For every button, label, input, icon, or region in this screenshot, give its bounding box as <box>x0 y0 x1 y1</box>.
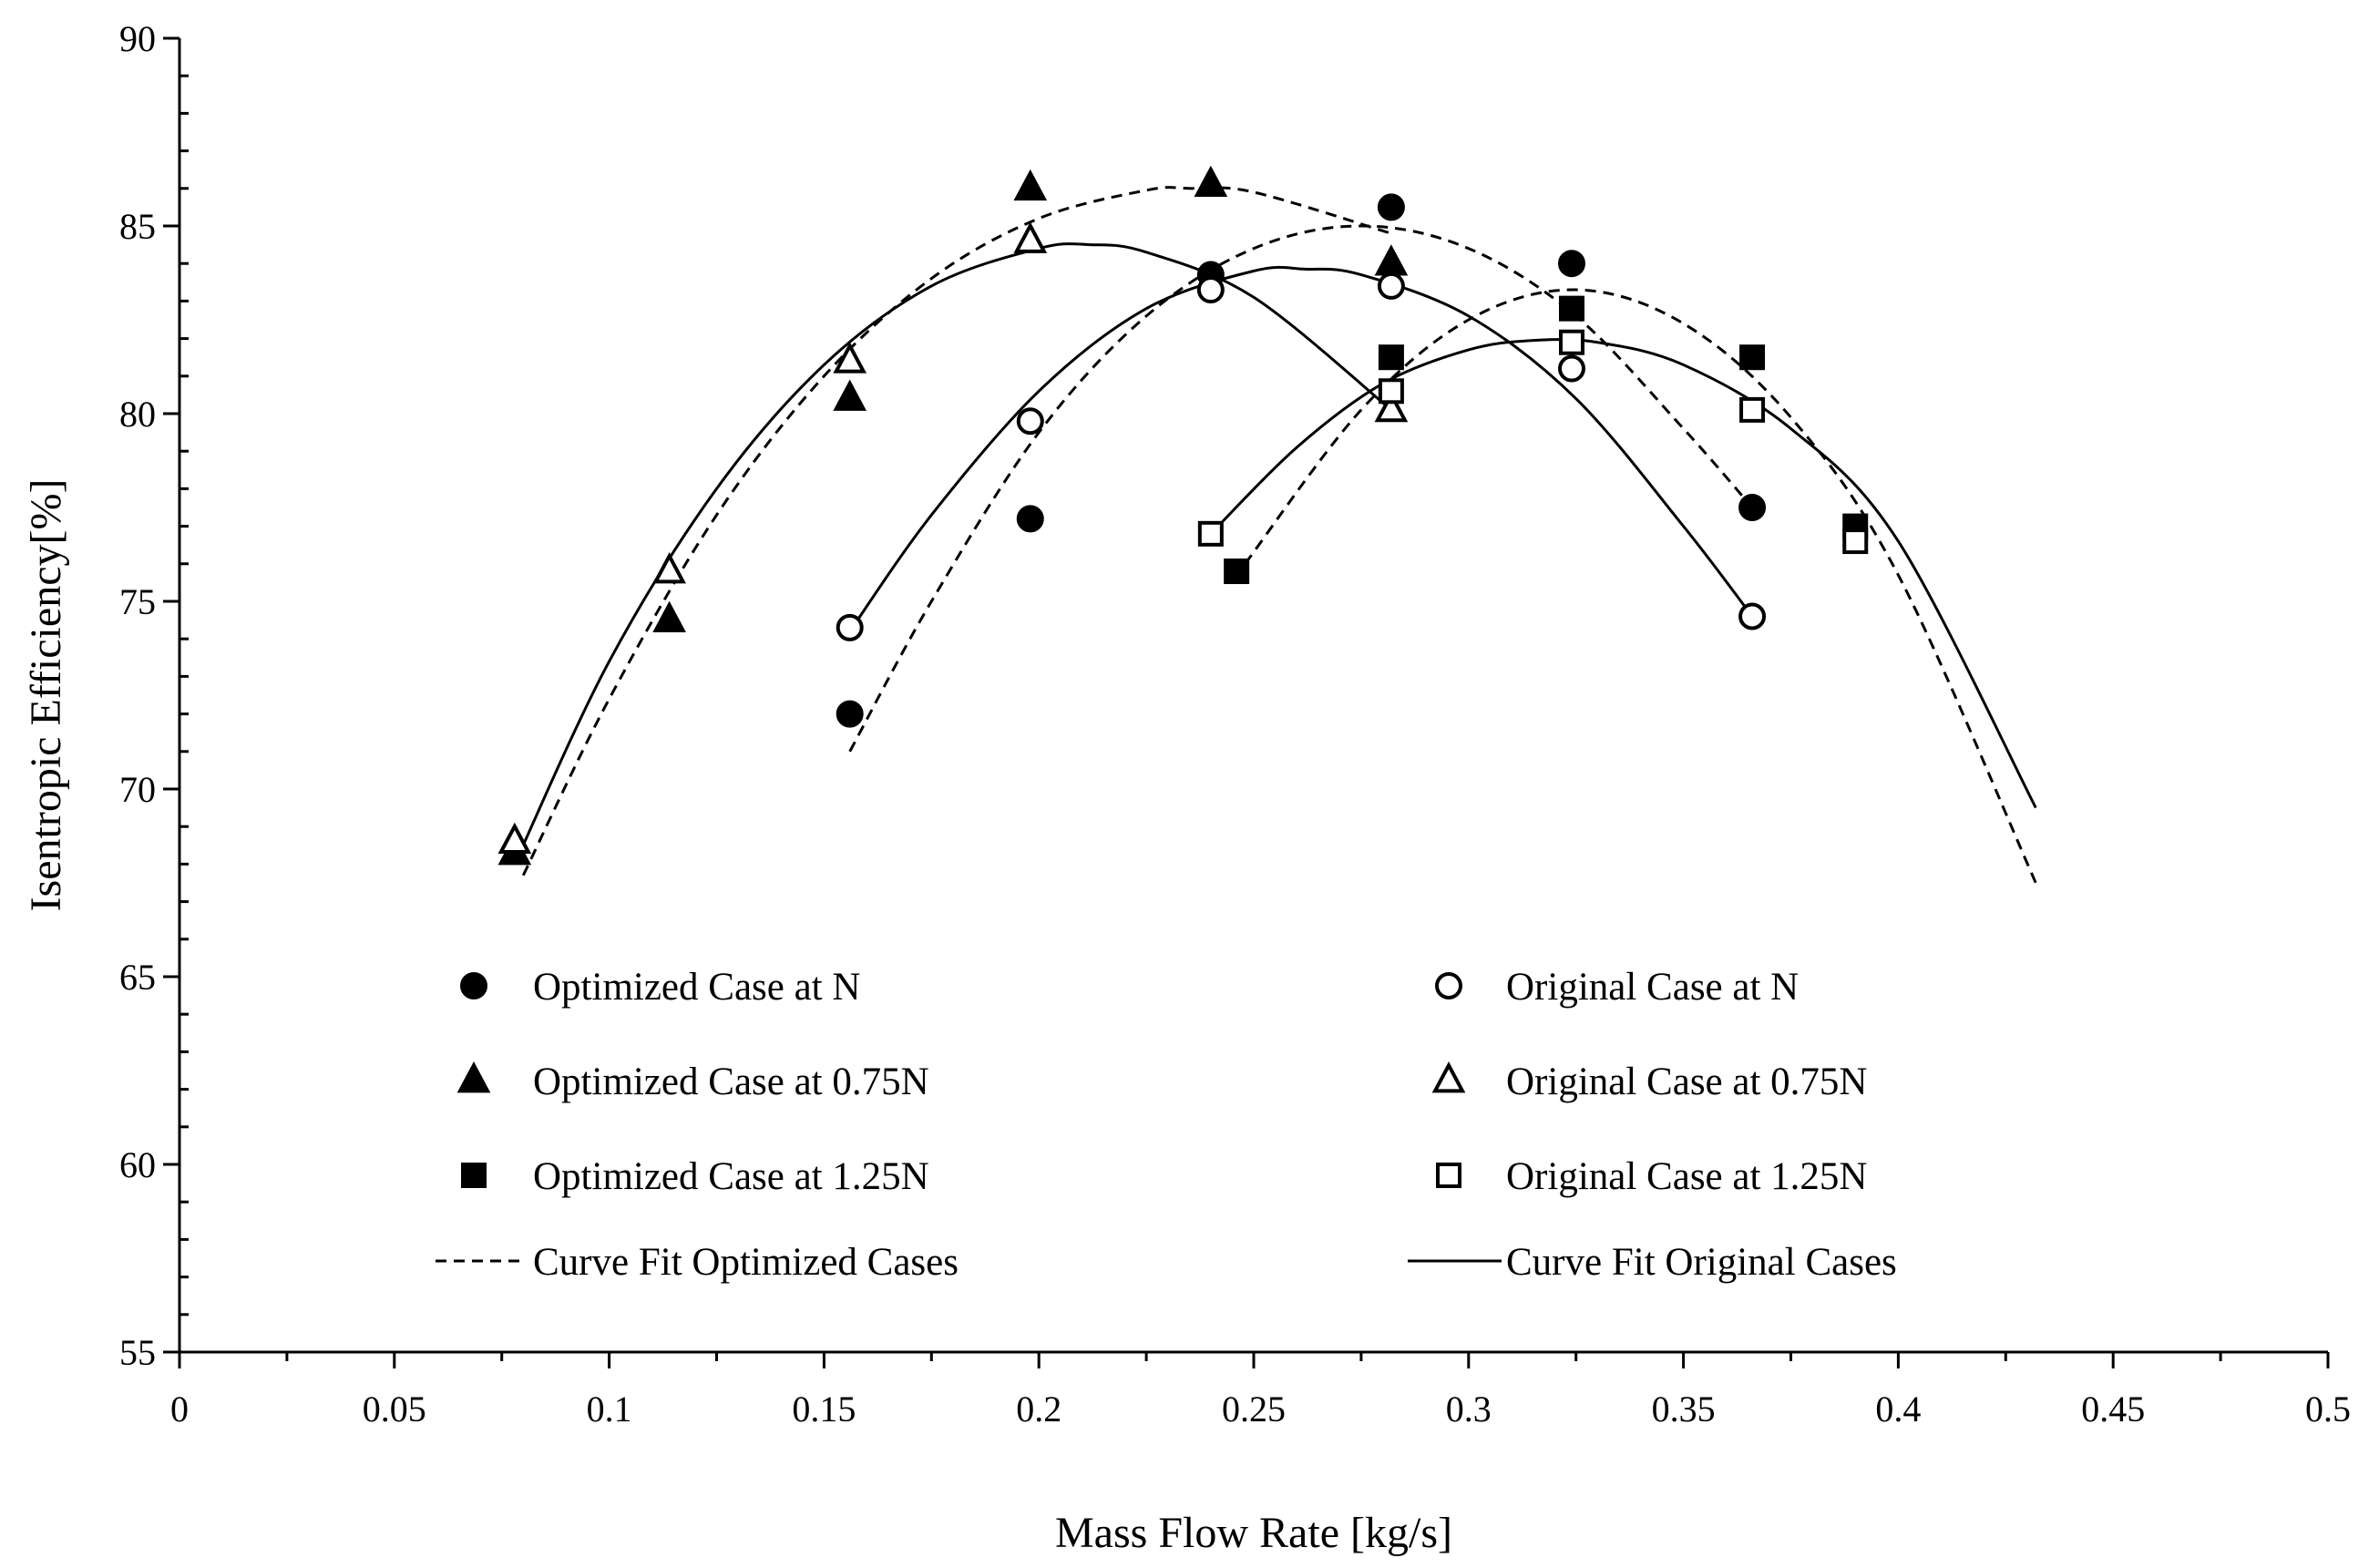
y-tick-label: 65 <box>119 957 156 998</box>
x-tick-label: 0.5 <box>2305 1389 2351 1430</box>
legend-triangle-open-icon <box>1431 1061 1466 1093</box>
legend-label: Curve Fit Optimized Cases <box>533 1241 959 1284</box>
original-curve-fit-N <box>848 265 1754 632</box>
data-point-triangle-filled <box>1194 165 1228 198</box>
data-point-circle-open <box>1738 602 1767 630</box>
x-tick-label: 0.1 <box>587 1389 632 1430</box>
data-point-circle-open <box>1196 276 1225 304</box>
y-tick-label: 75 <box>119 581 156 622</box>
data-point-circle-filled <box>1377 193 1405 221</box>
data-point-square-open <box>1558 329 1584 355</box>
data-point-square-filled <box>1558 295 1584 322</box>
data-point-triangle-open <box>833 342 867 374</box>
legend-circle-open-icon <box>1435 972 1462 999</box>
legend-triangle-filled-icon <box>456 1061 491 1093</box>
original-curve-fit-0.75N <box>513 242 1392 866</box>
data-point-triangle-filled <box>1013 169 1048 201</box>
x-tick-label: 0.25 <box>1222 1389 1286 1430</box>
y-tick-label: 85 <box>119 206 156 247</box>
legend: Optimized Case at N Optimized Case at 0.7… <box>436 966 1897 1284</box>
y-tick-label: 60 <box>119 1144 156 1185</box>
original-curve-fit-1.25N <box>1209 337 2037 809</box>
data-point-circle-filled <box>836 700 864 728</box>
legend-label: Original Case at 0.75N <box>1506 1061 1867 1103</box>
legend-label: Original Case at N <box>1506 966 1799 1009</box>
legend-square-open-icon <box>1436 1163 1461 1188</box>
legend-label: Original Case at 1.25N <box>1506 1155 1867 1198</box>
x-axis-title: Mass Flow Rate [kg/s] <box>1055 1509 1452 1557</box>
data-point-triangle-open <box>1013 221 1048 253</box>
legend-label: Optimized Case at 1.25N <box>533 1155 929 1198</box>
data-point-square-filled <box>1739 344 1766 371</box>
x-tick-label: 0.35 <box>1652 1389 1716 1430</box>
legend-label: Optimized Case at 0.75N <box>533 1061 929 1103</box>
data-point-triangle-open <box>1374 390 1409 423</box>
data-point-square-open <box>1739 396 1766 423</box>
x-tick-label: 0.4 <box>1875 1389 1921 1430</box>
data-point-triangle-filled <box>652 600 686 632</box>
data-point-circle-open <box>836 613 864 641</box>
axes <box>178 38 2328 1354</box>
data-point-square-open <box>1842 528 1869 555</box>
x-tick-label: 0.45 <box>2081 1389 2145 1430</box>
data-point-circle-open <box>1377 272 1405 300</box>
x-tick-label: 0.05 <box>363 1389 426 1430</box>
data-point-circle-open <box>1016 407 1044 436</box>
y-tick-label: 55 <box>119 1332 156 1373</box>
legend-square-filled-icon <box>461 1163 487 1188</box>
optimized-curve-fit-N <box>848 224 1754 753</box>
plot-area <box>497 165 2037 884</box>
data-point-triangle-open <box>652 552 686 584</box>
legend-label: Optimized Case at N <box>533 966 860 1009</box>
legend-label: Curve Fit Original Cases <box>1506 1241 1897 1284</box>
data-point-square-filled <box>1378 344 1404 371</box>
x-tick-label: 0.15 <box>792 1389 856 1430</box>
data-point-triangle-filled <box>1374 244 1409 276</box>
data-point-triangle-filled <box>833 379 867 411</box>
data-point-square-filled <box>1224 559 1250 585</box>
y-tick-label: 80 <box>119 394 156 435</box>
legend-circle-filled-icon <box>460 972 487 999</box>
ticks: 0 0.05 0.1 0.15 0.2 0.25 0.3 0.35 0.4 0.45 0.5 55 60… <box>119 18 2351 1430</box>
y-tick-label: 90 <box>119 18 156 59</box>
optimized-curve-fit-1.25N <box>1244 288 2037 884</box>
data-point-circle-filled <box>1557 250 1585 278</box>
data-point-square-open <box>1197 520 1224 547</box>
data-point-square-open <box>1378 378 1404 405</box>
x-tick-label: 0.2 <box>1016 1389 1061 1430</box>
x-tick-label: 0.3 <box>1446 1389 1492 1430</box>
optimized-curve-fit-0.75N <box>521 186 1392 876</box>
data-point-circle-open <box>1557 354 1585 383</box>
data-point-triangle-open <box>497 822 532 855</box>
data-point-circle-filled <box>1738 494 1767 521</box>
y-axis-title: Isentropic Efficiency[%] <box>22 479 70 912</box>
x-tick-label: 0 <box>170 1389 189 1430</box>
data-point-circle-filled <box>1016 505 1044 533</box>
y-tick-label: 70 <box>119 769 156 810</box>
